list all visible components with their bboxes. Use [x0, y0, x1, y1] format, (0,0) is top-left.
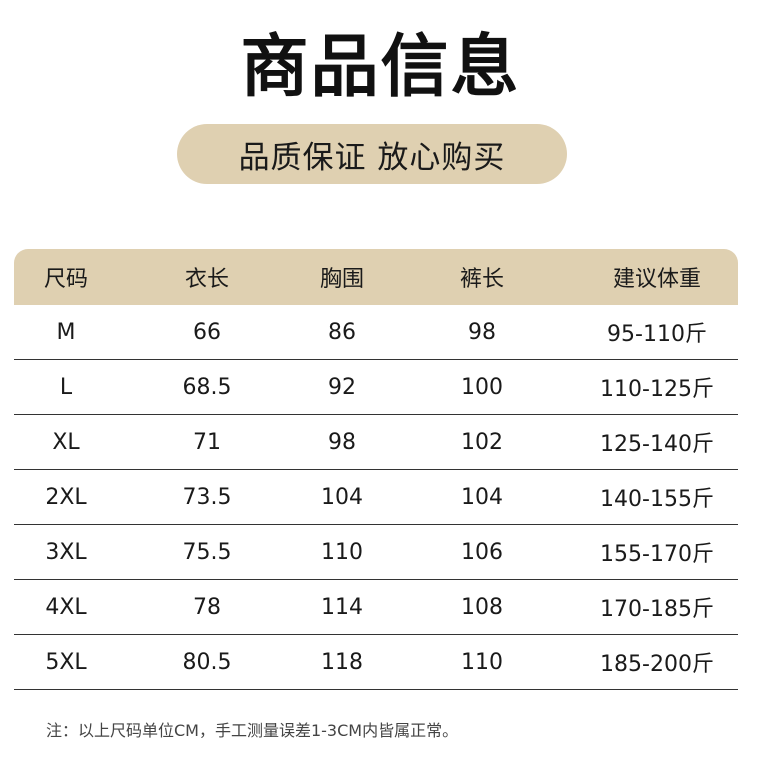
- cell-size: XL: [52, 429, 80, 455]
- subtitle-badge: 品质保证 放心购买: [177, 124, 567, 184]
- subtitle-text: 品质保证 放心购买: [238, 139, 506, 176]
- header-weight: 建议体重: [612, 267, 701, 292]
- cell-length: 68.5: [182, 374, 232, 400]
- cell-pants-length: 98: [468, 319, 496, 345]
- cell-size: 4XL: [45, 594, 87, 620]
- cell-chest: 104: [321, 484, 363, 510]
- cell-weight: 170-185斤: [600, 597, 714, 622]
- header-length: 衣长: [184, 267, 229, 292]
- header-pants-length: 裤长: [459, 267, 504, 292]
- cell-size: 5XL: [45, 649, 87, 675]
- cell-length: 71: [193, 429, 221, 455]
- cell-pants-length: 110: [461, 649, 503, 675]
- header-chest: 胸围: [319, 267, 364, 292]
- table-row: 2XL 73.5 104 104 140-155斤: [14, 470, 738, 525]
- table-row: 3XL 75.5 110 106 155-170斤: [14, 525, 738, 580]
- cell-size: M: [56, 319, 76, 345]
- cell-size: L: [59, 374, 73, 400]
- cell-weight: 155-170斤: [600, 542, 714, 567]
- table-row: M 66 86 98 95-110斤: [14, 305, 738, 360]
- cell-pants-length: 100: [461, 374, 503, 400]
- header-size: 尺码: [43, 267, 88, 292]
- cell-size: 3XL: [45, 539, 87, 565]
- cell-pants-length: 104: [461, 484, 503, 510]
- cell-pants-length: 108: [461, 594, 503, 620]
- footnote: 注：以上尺码单位CM，手工测量误差1-3CM内皆属正常。: [46, 721, 459, 740]
- table-header-row: 尺码 衣长 胸围 裤长 建议体重: [14, 249, 738, 305]
- size-table: 尺码 衣长 胸围 裤长 建议体重 M 66 86 98 95-110斤 L 68…: [14, 249, 738, 690]
- cell-pants-length: 102: [461, 429, 503, 455]
- cell-chest: 86: [328, 319, 356, 345]
- cell-length: 80.5: [182, 649, 232, 675]
- cell-chest: 118: [321, 649, 363, 675]
- cell-size: 2XL: [45, 484, 87, 510]
- cell-weight: 125-140斤: [600, 432, 714, 457]
- cell-weight: 185-200斤: [600, 652, 714, 677]
- cell-chest: 98: [328, 429, 356, 455]
- table-row: 4XL 78 114 108 170-185斤: [14, 580, 738, 635]
- cell-weight: 95-110斤: [607, 322, 707, 347]
- cell-chest: 110: [321, 539, 363, 565]
- cell-length: 75.5: [182, 539, 232, 565]
- cell-chest: 114: [321, 594, 363, 620]
- table-row: XL 71 98 102 125-140斤: [14, 415, 738, 470]
- table-row: 5XL 80.5 118 110 185-200斤: [14, 635, 738, 690]
- table-row: L 68.5 92 100 110-125斤: [14, 360, 738, 415]
- cell-pants-length: 106: [461, 539, 503, 565]
- cell-length: 78: [193, 594, 221, 620]
- cell-length: 66: [193, 319, 221, 345]
- page-title: 商品信息: [240, 28, 521, 107]
- cell-weight: 140-155斤: [600, 487, 714, 512]
- cell-length: 73.5: [182, 484, 232, 510]
- cell-chest: 92: [328, 374, 356, 400]
- cell-weight: 110-125斤: [600, 377, 714, 402]
